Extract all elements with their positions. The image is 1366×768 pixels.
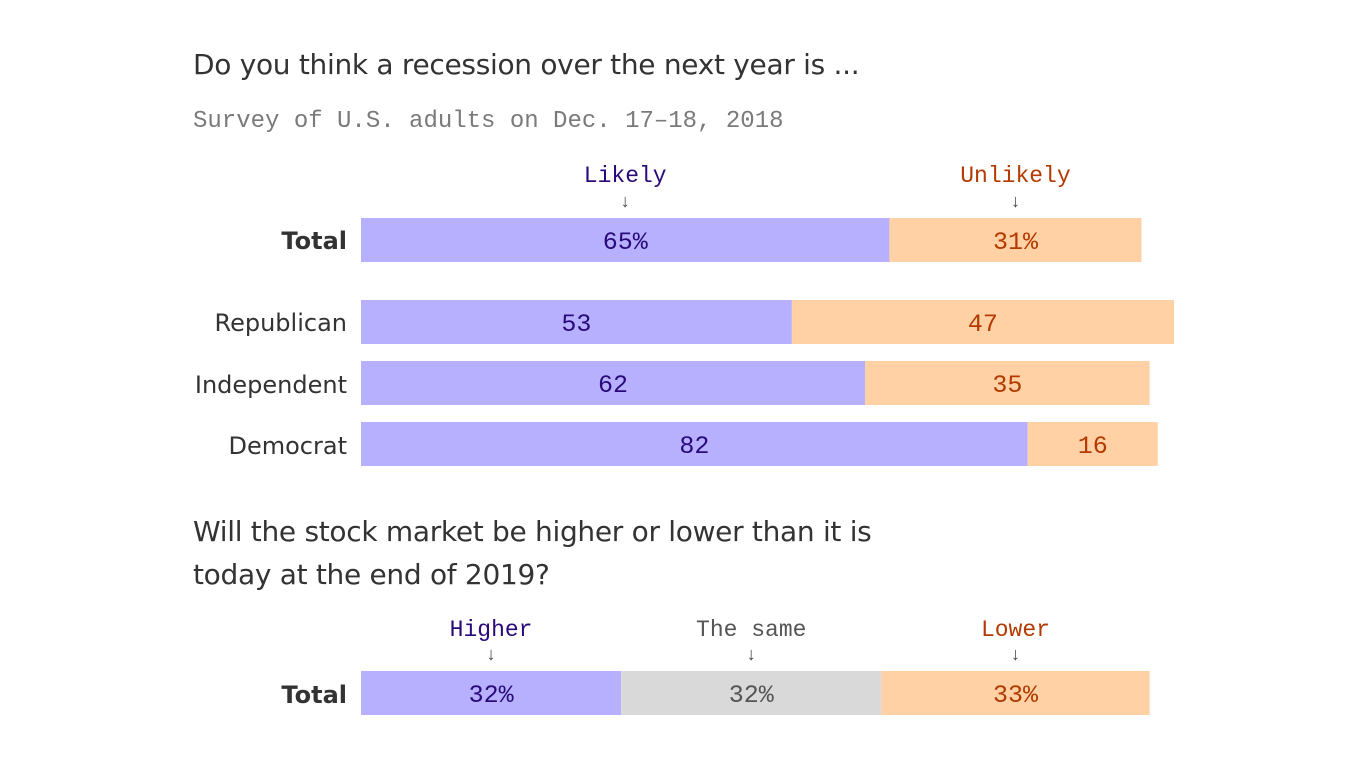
bar-label-likely-total: 65% — [603, 228, 649, 257]
legend-same-arrow-icon: ↓ — [746, 644, 756, 664]
bar-label-unlikely-independent: 35 — [992, 371, 1022, 400]
bar-label-same-total: 32% — [729, 681, 775, 710]
bar-label-lower-total: 33% — [993, 681, 1039, 710]
bar-label-likely-republican: 53 — [561, 310, 591, 339]
row-label-total-stock: Total — [281, 681, 347, 709]
bar-higher-total — [361, 671, 622, 715]
bar-same-total — [621, 671, 882, 715]
legend-unlikely-arrow-icon: ↓ — [1010, 191, 1020, 211]
chart2-title-line2: today at the end of 2019? — [193, 558, 550, 591]
bar-unlikely-independent — [865, 361, 1150, 405]
chart1-subtitle: Survey of U.S. adults on Dec. 17–18, 201… — [193, 108, 784, 135]
bar-label-likely-democrat: 82 — [679, 432, 709, 461]
legend-higher-arrow-icon: ↓ — [486, 644, 496, 664]
bar-unlikely-democrat — [1027, 422, 1158, 466]
bar-likely-total — [361, 218, 890, 262]
legend-likely: Likely — [583, 163, 667, 189]
row-label-total: Total — [281, 227, 347, 255]
bar-label-unlikely-democrat: 16 — [1078, 432, 1108, 461]
bar-likely-republican — [361, 300, 792, 344]
bar-label-unlikely-total: 31% — [993, 228, 1039, 257]
bar-unlikely-republican — [791, 300, 1174, 344]
bar-label-likely-independent: 62 — [598, 371, 628, 400]
legend-lower-arrow-icon: ↓ — [1010, 644, 1020, 664]
bar-label-higher-total: 32% — [469, 681, 515, 710]
legend-same: The same — [696, 617, 807, 643]
chart2-title-line1: Will the stock market be higher or lower… — [193, 515, 872, 548]
chart1-title: Do you think a recession over the next y… — [193, 48, 860, 81]
legend-lower: Lower — [980, 617, 1050, 643]
bar-likely-independent — [361, 361, 866, 405]
bar-likely-democrat — [361, 422, 1028, 466]
bar-unlikely-total — [889, 218, 1142, 262]
row-label-democrat: Democrat — [228, 432, 348, 460]
legend-higher: Higher — [449, 617, 533, 643]
legend-likely-arrow-icon: ↓ — [620, 191, 630, 211]
bar-lower-total — [881, 671, 1150, 715]
row-label-independent: Independent — [194, 371, 347, 399]
bar-label-unlikely-republican: 47 — [968, 310, 998, 339]
legend-unlikely: Unlikely — [960, 163, 1071, 189]
row-label-republican: Republican — [214, 309, 348, 337]
